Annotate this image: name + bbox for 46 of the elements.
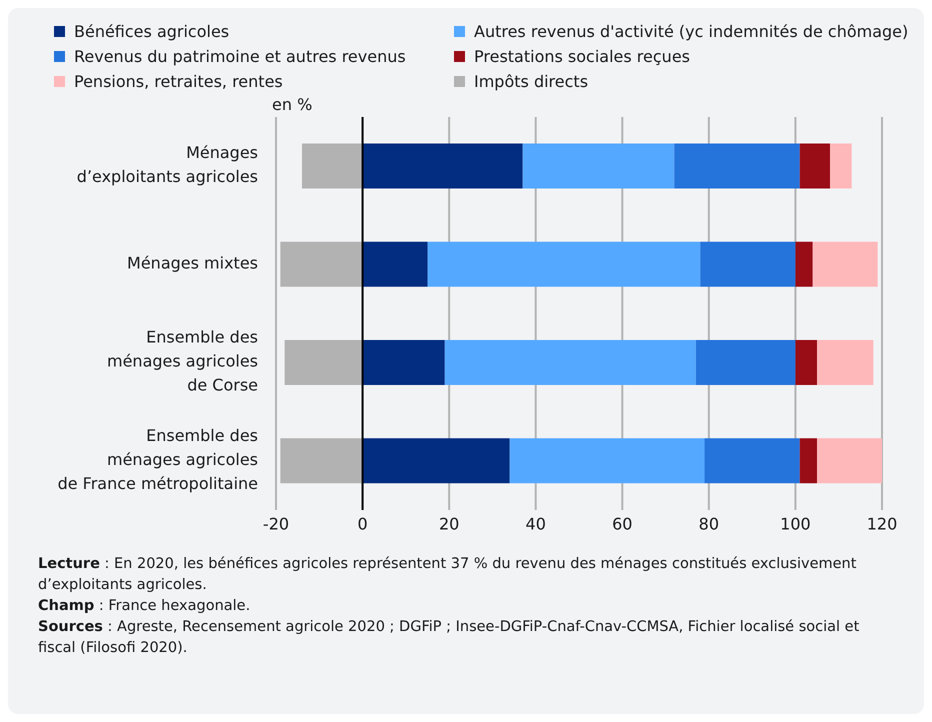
x-tick-label: 60	[612, 514, 632, 534]
legend-label: Prestations sociales reçues	[474, 47, 690, 66]
bar	[800, 438, 818, 484]
x-tick-label: -20	[262, 514, 290, 534]
bar	[362, 340, 445, 386]
bar	[428, 242, 700, 287]
y-tick-label: Ménages mixtes	[127, 254, 258, 273]
x-tick-label: 0	[357, 514, 368, 534]
y-tick-label: Ensemble des ménages agricoles de Corse	[107, 328, 258, 395]
y-tick-label: Ménages d’exploitants agricoles	[76, 144, 258, 186]
x-tick-label: 40	[526, 514, 546, 534]
bar	[830, 144, 852, 189]
bar	[362, 242, 428, 287]
legend-label: Impôts directs	[474, 72, 588, 91]
bar	[510, 438, 705, 484]
bar	[284, 340, 363, 386]
bar	[817, 438, 882, 484]
x-tick-label: 100	[780, 514, 811, 534]
x-tick-label: 120	[866, 514, 898, 534]
y-tick-label: Ensemble des ménages agricoles de France métropolitaine	[58, 426, 258, 494]
bar	[812, 242, 878, 287]
bar	[795, 242, 813, 287]
x-tick-label: 80	[698, 514, 720, 534]
bar	[302, 144, 363, 189]
legend-label: Autres revenus d'activité (yc indemnités de chômage)	[474, 22, 908, 41]
bar	[795, 340, 818, 386]
bar	[800, 144, 830, 189]
bar	[817, 340, 874, 386]
bar	[362, 144, 523, 189]
bar	[280, 242, 363, 287]
text: Lecture : En 2020, les bénéfices agricoles représentent 37 % du revenu des ménages constitués exclusivement d’exploitants agricoles.	[38, 555, 858, 595]
legend-label: Pensions, retraites, rentes	[74, 72, 283, 91]
x-tick-label: 20	[438, 514, 460, 534]
bar	[280, 438, 363, 484]
text: Champ : France hexagonale.	[38, 597, 252, 616]
bar	[444, 340, 696, 386]
bar	[674, 144, 800, 189]
bar	[700, 242, 796, 287]
legend-label: Bénéfices agricoles	[74, 22, 230, 41]
bar	[362, 438, 510, 484]
source-note: Sources : Agreste, Recensement agricole 2020 ; DGFiP ; Insee-DGFiP-Cnaf-Cnav-CCMSA, Fichier localisé social et fiscal (Filosofi 2020).	[38, 618, 860, 658]
bar	[704, 438, 800, 484]
bar	[696, 340, 796, 386]
legend-label: Revenus du patrimoine et autres revenus	[74, 47, 406, 66]
bar	[522, 144, 674, 189]
x-axis-title: en %	[272, 95, 312, 114]
